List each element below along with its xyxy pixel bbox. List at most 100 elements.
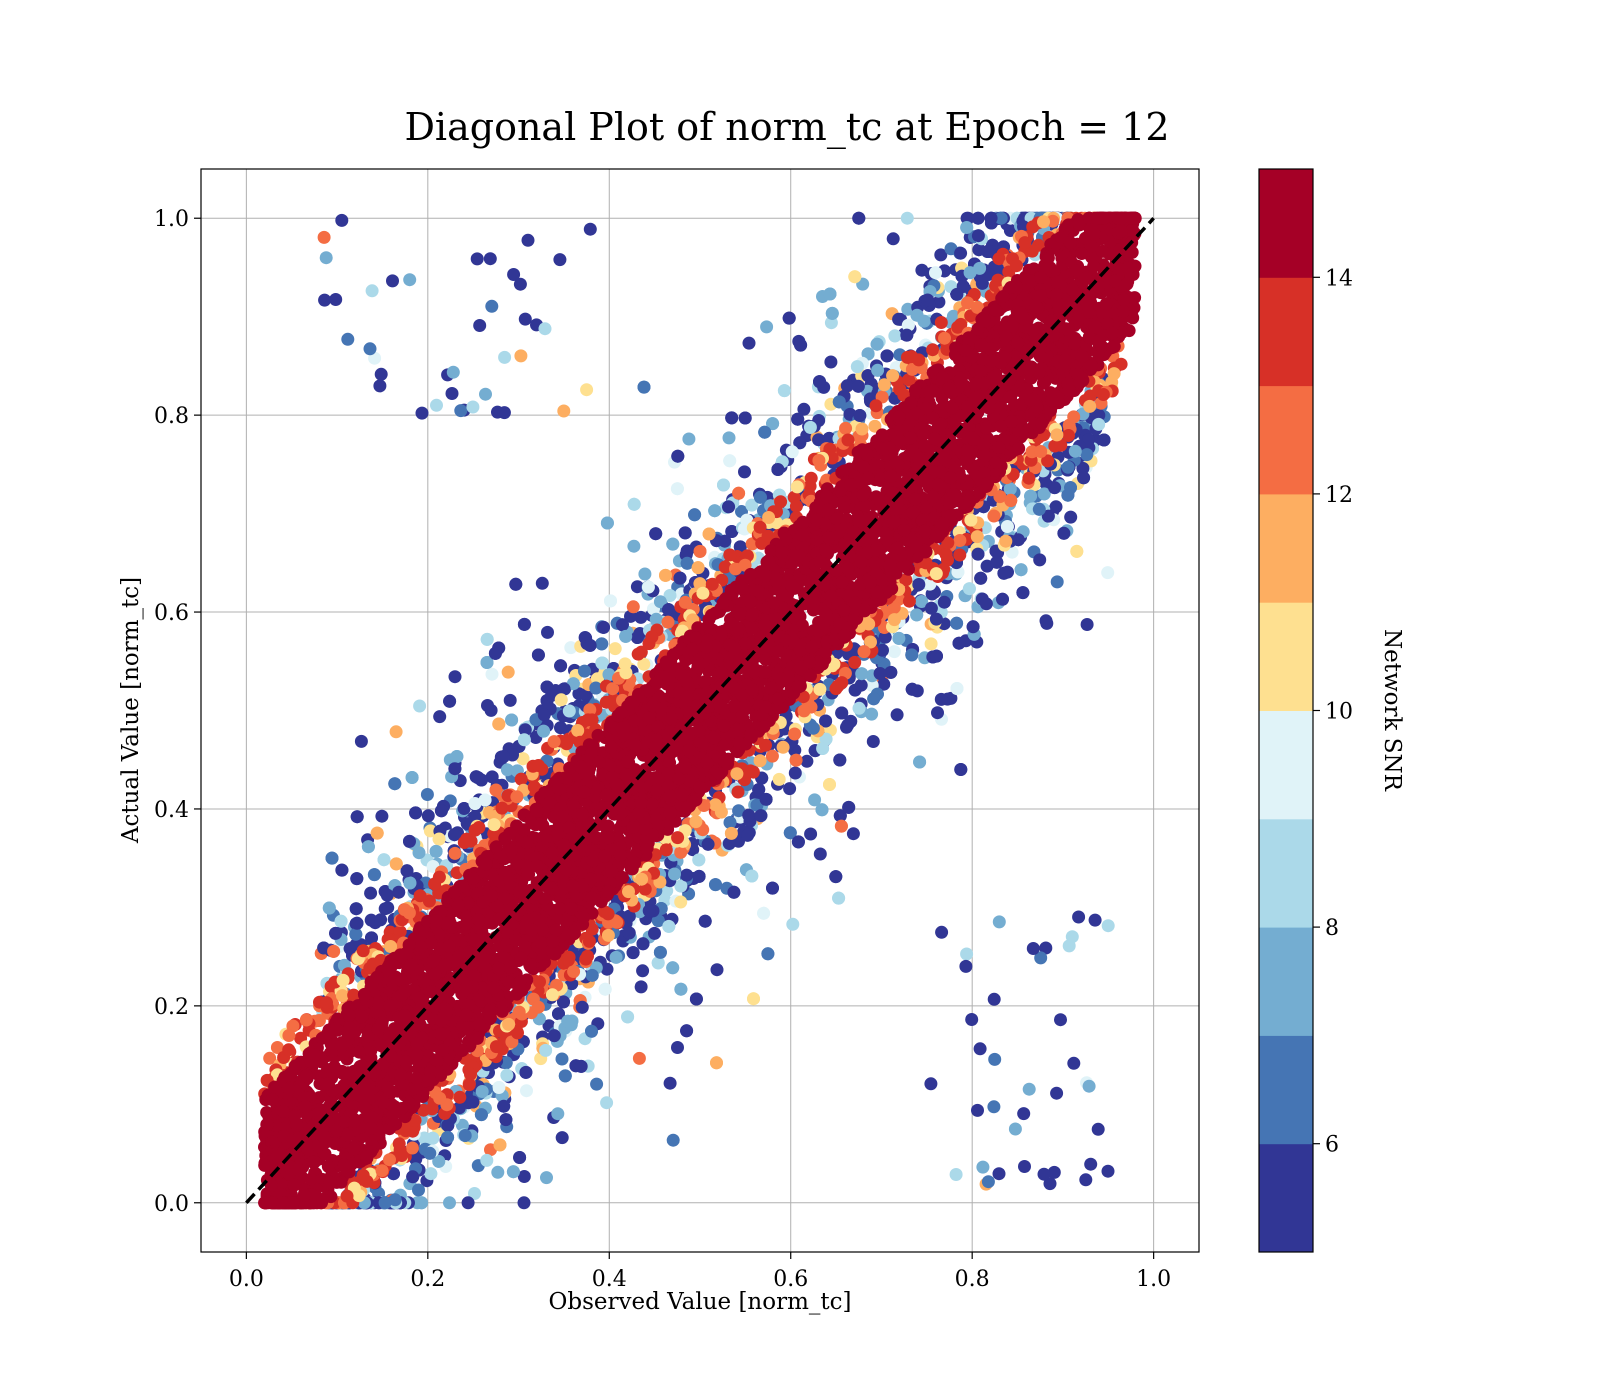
scatter-point xyxy=(539,1043,553,1057)
scatter-point xyxy=(824,355,838,369)
scatter-point xyxy=(722,431,736,445)
scatter-point xyxy=(514,349,528,363)
scatter-point xyxy=(759,792,773,806)
scatter-point xyxy=(627,539,641,553)
scatter-point xyxy=(730,767,744,781)
scatter-point xyxy=(912,578,926,591)
scatter-point xyxy=(937,595,951,609)
scatter-point xyxy=(934,692,948,706)
scatter-point xyxy=(517,1170,531,1183)
scatter-point xyxy=(455,1118,469,1132)
scatter-point xyxy=(745,869,759,883)
scatter-point xyxy=(412,1183,425,1197)
scatter-point xyxy=(557,404,571,418)
scatter-point xyxy=(432,870,446,884)
scatter-point xyxy=(924,601,938,615)
scatter-point xyxy=(637,380,651,394)
scatter-point xyxy=(412,846,426,860)
scatter-point xyxy=(631,647,645,661)
scatter-point xyxy=(423,1146,437,1160)
scatter-point xyxy=(498,350,512,364)
scatter-point xyxy=(562,704,576,718)
scatter-point xyxy=(635,872,649,886)
scatter-point xyxy=(501,665,515,679)
scatter-point xyxy=(441,1118,455,1132)
scatter-point xyxy=(555,1131,569,1145)
scatter-point xyxy=(583,222,597,236)
scatter-point xyxy=(460,832,474,846)
scatter-point xyxy=(1008,1122,1022,1136)
scatter-point xyxy=(621,1010,635,1024)
scatter-point xyxy=(554,721,568,735)
scatter-point xyxy=(855,422,869,436)
scatter-point xyxy=(971,229,985,243)
scatter-point xyxy=(364,886,378,900)
scatter-point xyxy=(403,876,417,890)
scatter-point xyxy=(727,885,741,899)
scatter-point xyxy=(999,534,1013,548)
scatter-point xyxy=(789,499,803,513)
scatter-point xyxy=(689,815,703,829)
scatter-point xyxy=(492,1081,506,1094)
scatter-point xyxy=(963,266,977,280)
scatter-point xyxy=(1057,526,1071,540)
scatter-point xyxy=(488,646,502,660)
scatter-point xyxy=(377,853,391,867)
scatter-point xyxy=(489,1040,503,1054)
scatter-point xyxy=(722,500,736,514)
scatter-point xyxy=(405,1141,419,1155)
scatter-point xyxy=(367,868,381,882)
scatter-point xyxy=(877,378,891,392)
scatter-point xyxy=(413,889,427,903)
scatter-point xyxy=(900,211,914,225)
scatter-point xyxy=(926,343,940,357)
scatter-point xyxy=(375,809,389,823)
scatter-point xyxy=(831,679,845,693)
scatter-point xyxy=(517,617,531,631)
scatter-point xyxy=(282,1043,296,1057)
scatter-point xyxy=(666,961,680,975)
scatter-point xyxy=(319,251,333,265)
scatter-point xyxy=(420,788,434,801)
scatter-point xyxy=(680,1024,694,1038)
scatter-point xyxy=(590,1077,604,1091)
scatter-point xyxy=(910,608,924,622)
scatter-point xyxy=(791,412,805,426)
scatter-point xyxy=(790,480,804,494)
scatter-point xyxy=(965,1013,979,1026)
scatter-point xyxy=(537,708,551,722)
scatter-point xyxy=(478,793,492,807)
scatter-point xyxy=(619,666,633,680)
scatter-point xyxy=(374,913,388,927)
scatter-point xyxy=(708,798,722,812)
scatter-point xyxy=(609,950,623,964)
scatter-point xyxy=(848,655,862,669)
scatter-point xyxy=(682,432,696,446)
scatter-point xyxy=(1033,553,1047,567)
scatter-point xyxy=(360,1174,374,1188)
scatter-point xyxy=(1083,399,1097,413)
scatter-point xyxy=(754,809,768,823)
scatter-point xyxy=(373,379,387,393)
scatter-point xyxy=(470,252,484,266)
scatter-point xyxy=(392,885,406,899)
scatter-point xyxy=(979,597,993,611)
scatter-point xyxy=(758,425,772,439)
scatter-point xyxy=(514,772,528,786)
scatter-point xyxy=(403,834,416,848)
scatter-point xyxy=(854,678,868,692)
scatter-point xyxy=(848,270,862,284)
scatter-point xyxy=(680,868,694,882)
scatter-point xyxy=(954,246,968,260)
scatter-point xyxy=(1003,224,1017,237)
scatter-point xyxy=(902,594,916,608)
scatter-point xyxy=(806,721,820,735)
scatter-point xyxy=(971,547,985,561)
scatter-point xyxy=(662,919,676,933)
scatter-point xyxy=(574,1059,588,1073)
scatter-point xyxy=(1072,910,1086,924)
scatter-point xyxy=(378,902,392,916)
scatter-point xyxy=(322,901,336,915)
scatter-point xyxy=(1034,445,1048,458)
scatter-point xyxy=(1064,510,1078,524)
